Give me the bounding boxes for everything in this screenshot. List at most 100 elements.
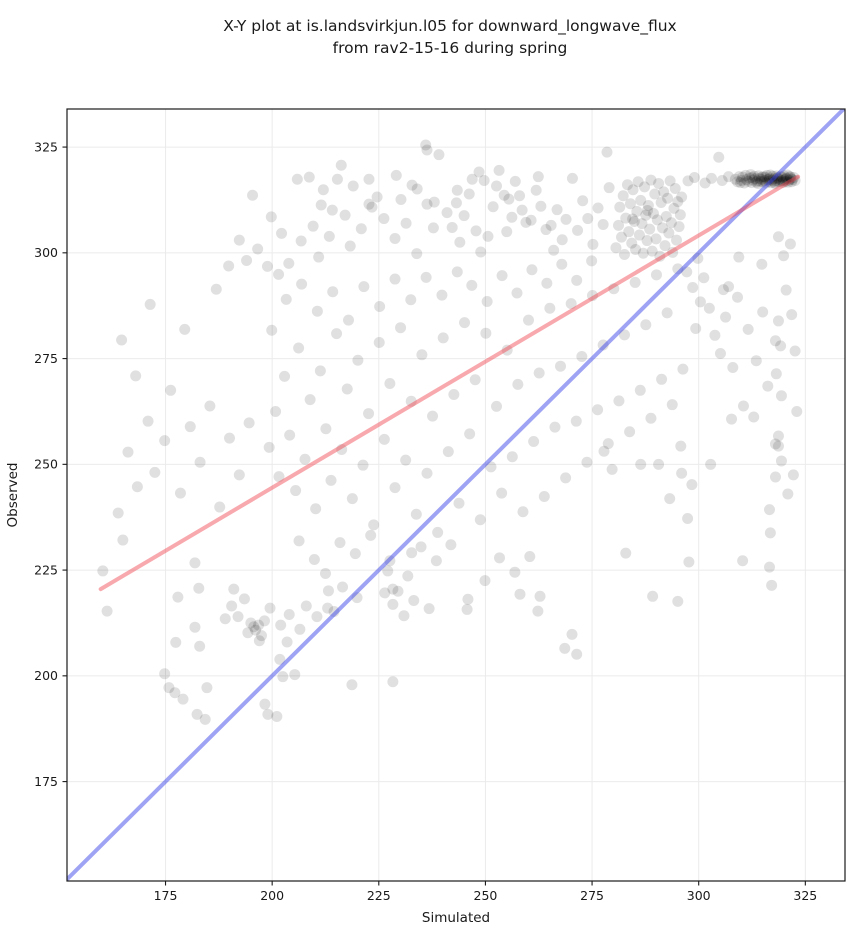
scatter-point <box>276 227 288 239</box>
scatter-point <box>672 595 684 607</box>
scatter-point <box>727 361 739 373</box>
scatter-point <box>784 171 796 183</box>
scatter-point <box>690 323 702 335</box>
scatter-point <box>421 467 433 479</box>
scatter-point <box>621 179 633 191</box>
scatter-point <box>415 541 427 553</box>
scatter-point <box>778 175 790 187</box>
scatter-point <box>766 579 778 591</box>
scatter-point <box>780 175 792 187</box>
scatter-point <box>764 527 776 539</box>
scatter-point <box>780 284 792 296</box>
scatter-point <box>451 266 463 278</box>
scatter-point <box>586 255 598 267</box>
scatter-point <box>788 172 800 184</box>
scatter-point <box>331 173 343 185</box>
scatter-point <box>698 272 710 284</box>
gridlines <box>67 109 845 881</box>
y-tick-label: 275 <box>34 351 58 366</box>
scatter-point <box>384 378 396 390</box>
scatter-point <box>785 173 797 185</box>
scatter-point <box>672 196 684 208</box>
scatter-point <box>371 191 383 203</box>
y-tick-label: 175 <box>34 774 58 789</box>
scatter-point <box>758 171 770 183</box>
scatter-point <box>774 176 786 188</box>
scatter-point <box>777 177 789 189</box>
scatter-point <box>366 201 378 213</box>
scatter-point <box>509 175 521 187</box>
scatter-point <box>769 175 781 187</box>
scatter-point <box>752 175 764 187</box>
scatter-point <box>778 250 790 262</box>
scatter-point <box>280 293 292 305</box>
scatter-point <box>436 289 448 301</box>
scatter-point <box>325 474 337 486</box>
scatter-point <box>320 423 332 435</box>
scatter-point <box>294 623 306 635</box>
scatter-point <box>745 169 757 181</box>
scatter-point <box>646 245 658 257</box>
scatter-point <box>651 214 663 226</box>
scatter-point <box>664 175 676 187</box>
scatter-point <box>357 459 369 471</box>
scatter-point <box>274 653 286 665</box>
y-tick-label: 225 <box>34 562 58 577</box>
scatter-point <box>772 172 784 184</box>
scatter-point <box>363 408 375 420</box>
scatter-point <box>194 640 206 652</box>
scatter-point <box>770 170 782 182</box>
scatter-point <box>789 345 801 357</box>
scatter-point <box>610 242 622 254</box>
scatter-point <box>498 189 510 201</box>
scatter-point <box>322 585 334 597</box>
scatter-point <box>627 213 639 225</box>
scatter-point <box>784 238 796 250</box>
scatter-point <box>420 139 432 151</box>
scatter-point <box>776 171 788 183</box>
scatter-point <box>749 173 761 185</box>
y-tick-label: 200 <box>34 668 58 683</box>
scatter-point <box>343 314 355 326</box>
scatter-point <box>757 306 769 318</box>
scatter-point <box>365 529 377 541</box>
scatter-point <box>763 173 775 185</box>
scatter-point <box>387 676 399 688</box>
one-to-one-line <box>67 109 845 881</box>
scatter-point <box>764 504 776 516</box>
scatter-point <box>97 565 109 577</box>
scatter-point <box>720 311 732 323</box>
scatter-point <box>411 248 423 260</box>
scatter-point <box>649 188 661 200</box>
scatter-point <box>639 181 651 193</box>
scatter-point <box>271 710 283 722</box>
scatter-point <box>717 284 729 296</box>
scatter-point <box>740 169 752 181</box>
scatter-point <box>214 501 226 513</box>
scatter-point <box>768 173 780 185</box>
scatter-point <box>746 172 758 184</box>
scatter-point <box>511 287 523 299</box>
x-tick-label: 225 <box>367 888 391 903</box>
scatter-point <box>618 329 630 341</box>
scatter-point <box>253 619 265 631</box>
scatter-point <box>682 175 694 187</box>
scatter-point <box>668 202 680 214</box>
scatter-point <box>760 177 772 189</box>
scatter-point <box>283 609 295 621</box>
scatter-point <box>295 235 307 247</box>
scatter-point <box>421 198 433 210</box>
scatter-point <box>433 149 445 161</box>
scatter-point <box>647 207 659 219</box>
axis-tick-labels: 175 200 225 250 275 300 325 175 200 225 250 275 300 3… <box>34 139 817 903</box>
scatter-point <box>587 238 599 250</box>
scatter-point <box>645 174 657 186</box>
scatter-point <box>692 252 704 264</box>
scatter-point <box>740 174 752 186</box>
scatter-point <box>277 671 289 683</box>
scatter-point <box>335 159 347 171</box>
scatter-point <box>496 487 508 499</box>
scatter-point <box>453 497 465 509</box>
scatter-point <box>275 619 287 631</box>
